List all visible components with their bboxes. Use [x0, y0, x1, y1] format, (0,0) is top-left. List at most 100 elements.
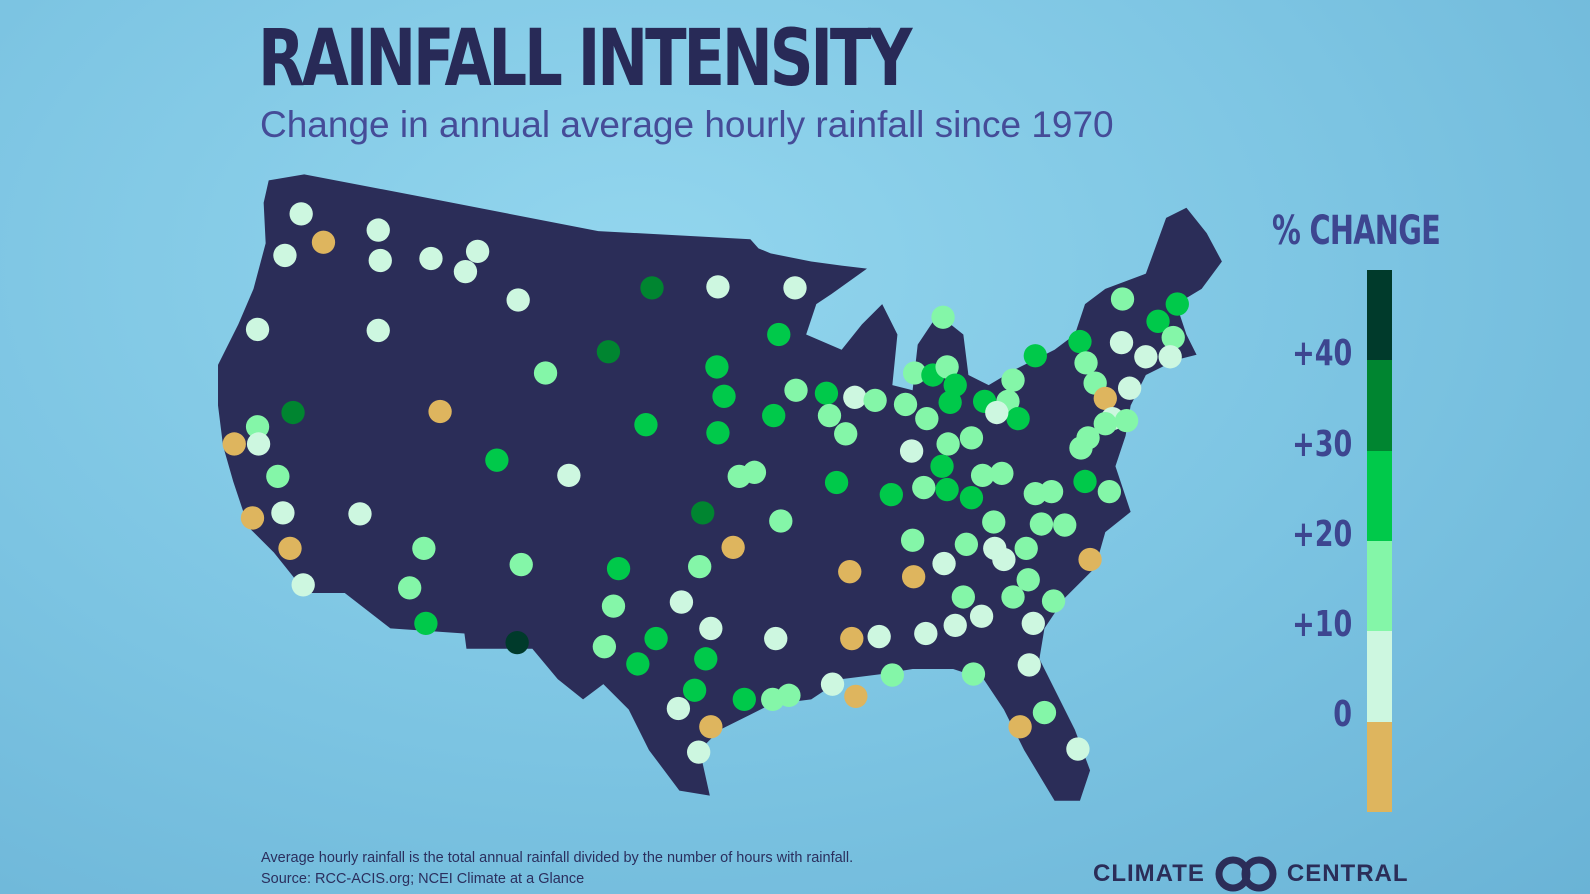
station-dot: [1093, 412, 1117, 436]
legend-swatch: [1367, 631, 1392, 722]
station-dot: [1074, 351, 1098, 375]
logo-rings-icon: [1215, 856, 1277, 892]
station-dot: [879, 482, 903, 507]
station-dot: [899, 439, 924, 463]
station-dot: [990, 461, 1014, 486]
station-dot: [626, 652, 650, 676]
station-dot: [912, 475, 936, 500]
station-dot: [669, 590, 694, 614]
legend-swatch: [1367, 721, 1392, 812]
station-dot: [982, 510, 1006, 534]
station-dot: [1039, 479, 1064, 504]
legend-swatch: [1367, 270, 1392, 361]
station-dot: [606, 556, 631, 581]
station-dot: [366, 218, 390, 242]
station-dot: [844, 684, 868, 709]
station-dot: [398, 576, 422, 600]
station-dot: [694, 647, 718, 671]
legend-label-40: +40: [1291, 333, 1352, 374]
station-dot: [838, 560, 862, 584]
station-dot: [705, 355, 729, 379]
station-dot: [843, 385, 867, 409]
station-dot: [1032, 700, 1057, 725]
station-dot: [742, 460, 767, 484]
station-dot: [666, 696, 691, 721]
station-dot: [820, 672, 845, 696]
station-dot: [1066, 737, 1090, 761]
station-dot: [935, 477, 959, 502]
station-dot: [533, 361, 558, 385]
station-dot: [509, 552, 533, 577]
station-dot: [505, 630, 529, 655]
station-dot: [601, 594, 626, 618]
legend-label-0: 0: [1333, 694, 1352, 735]
station-dot: [930, 454, 954, 478]
station-dot: [721, 535, 745, 560]
station-dot: [1073, 469, 1097, 494]
station-dot: [366, 318, 390, 343]
station-dot: [592, 635, 617, 659]
station-dot: [992, 547, 1016, 572]
station-dot: [1014, 536, 1038, 561]
station-dot: [1029, 512, 1054, 536]
station-dot: [706, 421, 730, 445]
station-dot: [1001, 368, 1025, 392]
station-dot: [1158, 345, 1182, 369]
station-dot: [682, 678, 707, 702]
station-dot: [777, 683, 801, 707]
station-dot: [1001, 585, 1025, 609]
station-dot: [959, 486, 984, 510]
station-dot: [485, 448, 509, 472]
legend-title: % CHANGE: [1272, 208, 1441, 254]
station-dot: [644, 626, 668, 651]
legend-label-30: +30: [1291, 424, 1352, 465]
station-dot: [246, 432, 271, 456]
station-dot: [863, 388, 887, 413]
station-dot: [1114, 408, 1139, 433]
station-dot: [784, 378, 808, 402]
station-dot: [240, 506, 265, 530]
station-dot: [428, 399, 452, 424]
station-dot: [1165, 292, 1189, 316]
station-dot: [271, 501, 295, 525]
station-dot: [1069, 436, 1093, 460]
logo-text-right: CENTRAL: [1286, 860, 1409, 887]
climate-central-logo: CLIMATE CENTRAL: [1093, 856, 1409, 892]
station-dot: [1021, 611, 1045, 636]
page-title: RAINFALL INTENSITY: [258, 14, 912, 104]
station-dot: [932, 551, 956, 576]
station-dot: [289, 202, 313, 226]
station-dot: [699, 616, 723, 641]
station-dot: [1023, 344, 1047, 368]
station-dot: [767, 322, 791, 347]
station-dot: [938, 390, 962, 415]
station-dot: [914, 621, 938, 646]
station-dot: [245, 317, 270, 342]
station-dot: [273, 243, 297, 268]
station-dot: [1053, 513, 1077, 537]
station-dot: [278, 536, 302, 561]
station-dot: [1117, 376, 1142, 400]
station-dot: [687, 740, 711, 764]
station-dot: [764, 626, 788, 651]
station-dot: [834, 422, 858, 446]
station-dot: [1134, 345, 1158, 369]
station-dot: [1041, 589, 1066, 613]
station-dot: [412, 536, 436, 561]
station-dot: [1016, 568, 1040, 592]
station-dot: [915, 406, 939, 431]
station-dot: [348, 502, 372, 526]
legend-swatch: [1367, 360, 1392, 451]
station-dot: [1008, 715, 1032, 739]
station-dot: [222, 432, 246, 456]
legend-label-20: +20: [1291, 514, 1352, 555]
station-dot: [691, 501, 715, 525]
station-dot: [453, 259, 478, 284]
station-dot: [1006, 406, 1030, 431]
station-dot: [1093, 386, 1117, 411]
station-dot: [640, 276, 664, 300]
station-dot: [1109, 330, 1134, 355]
station-dot: [634, 413, 658, 437]
station-dot: [935, 355, 959, 379]
